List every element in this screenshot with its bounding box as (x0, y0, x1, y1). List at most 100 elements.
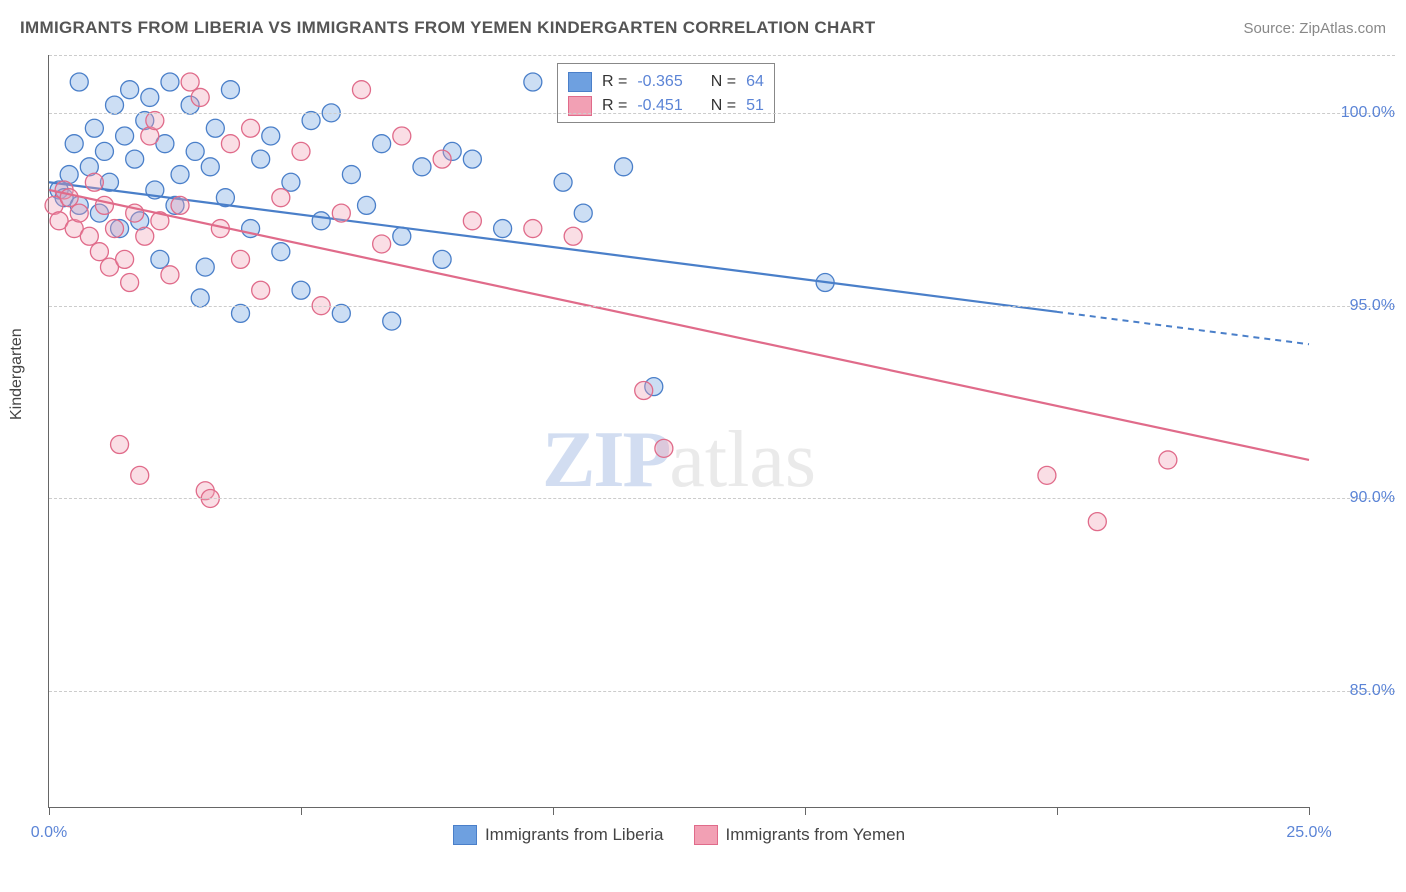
xtick (553, 807, 554, 815)
scatter-point (85, 173, 103, 191)
r-label: R = (602, 94, 627, 118)
scatter-point (60, 189, 78, 207)
xtick-label: 0.0% (31, 824, 67, 842)
xtick (1057, 807, 1058, 815)
scatter-point (106, 96, 124, 114)
swatch-liberia (568, 72, 592, 92)
scatter-point (1088, 513, 1106, 531)
scatter-point (554, 173, 572, 191)
scatter-point (161, 73, 179, 91)
gridline (49, 113, 1395, 114)
scatter-point (433, 250, 451, 268)
scatter-point (181, 73, 199, 91)
scatter-point (524, 220, 542, 238)
scatter-point (121, 274, 139, 292)
scatter-point (342, 166, 360, 184)
ytick-label: 90.0% (1350, 489, 1395, 507)
stats-row-yemen: R = -0.451 N = 51 (568, 94, 764, 118)
scatter-point (635, 382, 653, 400)
ytick-label: 100.0% (1341, 104, 1395, 122)
scatter-point (221, 135, 239, 153)
y-axis-label: Kindergarten (8, 328, 26, 420)
source-label: Source: ZipAtlas.com (1243, 20, 1386, 37)
gridline (49, 691, 1395, 692)
r-value-liberia: -0.365 (637, 70, 682, 94)
r-label: R = (602, 70, 627, 94)
scatter-point (131, 466, 149, 484)
swatch-yemen (694, 825, 718, 845)
scatter-point (232, 304, 250, 322)
legend-item-liberia: Immigrants from Liberia (453, 825, 664, 845)
scatter-point (232, 250, 250, 268)
n-value-yemen: 51 (746, 94, 764, 118)
scatter-point (191, 88, 209, 106)
scatter-point (65, 135, 83, 153)
scatter-point (393, 227, 411, 245)
scatter-point (116, 250, 134, 268)
xtick (49, 807, 50, 815)
r-value-yemen: -0.451 (637, 94, 682, 118)
scatter-point (413, 158, 431, 176)
scatter-point (373, 135, 391, 153)
scatter-point (186, 142, 204, 160)
scatter-point (106, 220, 124, 238)
scatter-point (272, 189, 290, 207)
scatter-point (95, 142, 113, 160)
scatter-point (95, 196, 113, 214)
scatter-point (463, 150, 481, 168)
n-label: N = (711, 94, 736, 118)
xtick (805, 807, 806, 815)
scatter-point (292, 142, 310, 160)
legend-label-yemen: Immigrants from Yemen (726, 825, 906, 845)
plot-area: ZIPatlas R = -0.365 N = 64 R = -0.451 N … (48, 55, 1309, 808)
scatter-point (70, 73, 88, 91)
scatter-point (196, 258, 214, 276)
scatter-point (1038, 466, 1056, 484)
scatter-point (191, 289, 209, 307)
gridline (49, 498, 1395, 499)
scatter-point (171, 196, 189, 214)
scatter-point (358, 196, 376, 214)
trend-line (49, 190, 1309, 460)
ytick-label: 95.0% (1350, 297, 1395, 315)
scatter-point (312, 212, 330, 230)
scatter-point (161, 266, 179, 284)
scatter-point (252, 150, 270, 168)
scatter-point (121, 81, 139, 99)
scatter-point (352, 81, 370, 99)
scatter-point (463, 212, 481, 230)
scatter-point (655, 439, 673, 457)
scatter-point (524, 73, 542, 91)
scatter-point (1159, 451, 1177, 469)
trend-line-dashed (1057, 312, 1309, 344)
scatter-point (272, 243, 290, 261)
scatter-point (383, 312, 401, 330)
scatter-point (615, 158, 633, 176)
scatter-point (332, 304, 350, 322)
scatter-point (494, 220, 512, 238)
ytick-label: 85.0% (1350, 682, 1395, 700)
scatter-point (70, 204, 88, 222)
scatter-point (221, 81, 239, 99)
scatter-point (146, 112, 164, 130)
chart-title: IMMIGRANTS FROM LIBERIA VS IMMIGRANTS FR… (20, 18, 875, 38)
scatter-point (252, 281, 270, 299)
scatter-point (171, 166, 189, 184)
scatter-point (111, 435, 129, 453)
gridline (49, 306, 1395, 307)
n-label: N = (711, 70, 736, 94)
n-value-liberia: 64 (746, 70, 764, 94)
scatter-point (201, 158, 219, 176)
scatter-point (85, 119, 103, 137)
scatter-point (393, 127, 411, 145)
scatter-point (126, 150, 144, 168)
scatter-point (302, 112, 320, 130)
scatter-point (242, 119, 260, 137)
title-bar: IMMIGRANTS FROM LIBERIA VS IMMIGRANTS FR… (20, 18, 1386, 38)
xtick (1309, 807, 1310, 815)
scatter-point (373, 235, 391, 253)
scatter-point (564, 227, 582, 245)
scatter-point (574, 204, 592, 222)
scatter-point (282, 173, 300, 191)
xtick-label: 25.0% (1286, 824, 1331, 842)
